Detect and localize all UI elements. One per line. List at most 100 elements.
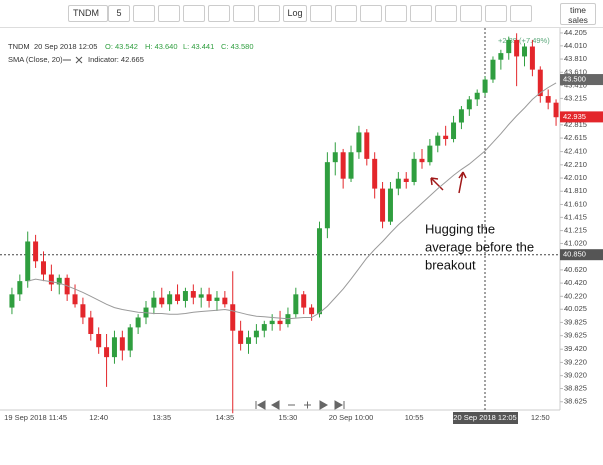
line-button[interactable] [360,5,382,22]
sma-last-tag [560,74,603,86]
y-tick-label: 39.825 [564,317,587,326]
y-tick-label: 43.810 [564,54,587,63]
candle-body [127,327,133,351]
nav-first[interactable] [255,400,266,410]
draw-button[interactable] [158,5,180,22]
crosshair-x-label: 20 Sep 2018 12:05 [453,413,516,422]
x-tick-label: 14:35 [215,413,234,422]
candle-body [380,188,386,222]
candle-body [340,152,346,179]
x-tick-label: 19 Sep 2018 11:45 [4,413,67,422]
candle-body [159,297,165,305]
candle-body [190,291,196,298]
annotation-line: average before the [425,239,534,254]
candle-body [411,158,417,182]
candles-button[interactable] [183,5,205,22]
y-tick-label: 42.210 [564,160,587,169]
candle-body [230,304,236,331]
layout-button[interactable] [510,5,532,22]
candles [9,33,559,414]
y-tick-label: 38.825 [564,384,587,393]
candle-body [443,135,449,140]
chart-type-button[interactable] [133,5,155,22]
candle-body [395,178,401,189]
y-tick-label: 42.815 [564,120,587,129]
candle-body [80,304,86,318]
circle-button[interactable] [385,5,407,22]
annotation-arrow [458,171,467,194]
annotation-line: breakout [425,257,476,272]
annotation-arrow [430,177,444,191]
candle-body [482,79,488,93]
nav-zoom-in[interactable] [304,401,311,409]
candle-body [293,294,299,315]
candle-body [96,333,102,348]
candle-body [514,39,520,57]
candle-body [88,317,94,334]
x-tick-label: 20 Sep 10:00 [329,413,374,422]
camera-button[interactable] [485,5,507,22]
x-tick-label: 10:55 [405,413,424,422]
nav-last[interactable] [334,400,345,410]
candle-body [111,337,117,358]
y-tick-label: 44.205 [564,28,587,37]
pen-button[interactable] [310,5,332,22]
crosshair-y-label: 40.850 [563,250,586,259]
candle-body [48,274,54,285]
y-tick-label: 41.810 [564,186,587,195]
indicator-readout: Indicator: 42.665 [88,55,144,64]
time-sales-button[interactable]: time sales [560,3,596,25]
candle-body [553,102,559,118]
readout-open: O: 43.542 [105,42,138,51]
zoom-button[interactable] [233,5,255,22]
candle-body [198,294,204,298]
candle-body [372,158,378,189]
candle-body [104,347,110,358]
y-tick-label: 44.010 [564,41,587,50]
candle-body [277,320,283,325]
fib-button[interactable] [410,5,432,22]
candle-body [466,99,472,110]
toolbar: TNDM 5 Log time sales [0,0,603,28]
candle-body [356,132,362,153]
y-tick-label: 38.625 [564,397,587,406]
candle-body [135,317,141,328]
candle-body [403,178,409,182]
candle-body [33,241,39,262]
readout-high: H: 43.640 [145,42,178,51]
readout-close: C: 43.580 [221,42,254,51]
candle-body [435,135,441,146]
sma-line [27,82,557,320]
crosshair-button[interactable] [208,5,230,22]
candle-body [261,324,267,331]
interval-select[interactable]: 5 [108,5,130,22]
y-tick-label: 41.020 [564,238,587,247]
hide-button[interactable] [258,5,280,22]
y-tick-label: 41.215 [564,226,587,235]
text-button[interactable] [435,5,457,22]
log-button[interactable]: Log [283,5,307,22]
candle-body [246,337,252,344]
candle-body [17,281,23,295]
nav-forward[interactable] [319,400,329,410]
nav-back[interactable] [270,400,280,410]
last-price-tag [560,111,603,123]
candle-body [419,158,425,163]
symbol-input[interactable]: TNDM [68,5,108,22]
marker-button[interactable] [335,5,357,22]
candle-body [301,294,307,308]
sma-remove-icon[interactable] [75,56,83,64]
trash-button[interactable] [460,5,482,22]
candle-body [458,109,464,123]
x-tick-label: 12:40 [89,413,108,422]
change-label: +2.89 (+7.49%) [498,36,550,45]
candle-body [40,261,46,275]
candle-body [119,337,125,351]
candle-body [214,297,220,301]
link-button[interactable] [538,5,556,22]
readout-time: 20 Sep 2018 12:05 [34,42,97,51]
y-tick-label: 39.220 [564,357,587,366]
candle-body [206,294,212,301]
candle-body [545,96,551,103]
sma-last-label: 43.500 [563,75,586,84]
